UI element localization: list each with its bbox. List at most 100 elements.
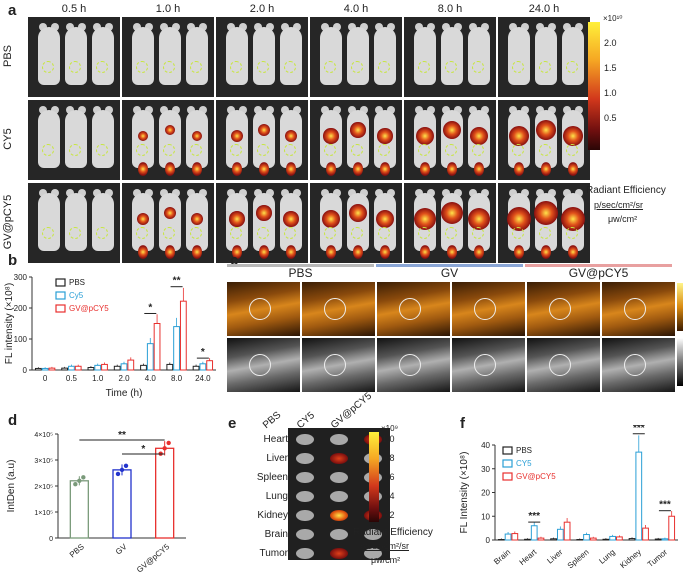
organ-label: Heart <box>263 434 288 445</box>
tail-signal <box>326 162 336 176</box>
panel-b-label: b <box>8 252 18 269</box>
bar <box>146 343 154 371</box>
bar <box>589 537 597 541</box>
y-tick-label: 200 <box>14 304 28 313</box>
fluorescence-signal <box>323 128 339 144</box>
mouse-ear <box>160 189 168 197</box>
tumor-roi <box>163 144 175 156</box>
tail-signal <box>474 245 484 259</box>
mouse-ear <box>563 189 571 197</box>
x-tick-label: PBS <box>68 542 86 559</box>
tumor-roi <box>136 227 148 239</box>
ultrasound-bmode-image <box>377 338 450 392</box>
mouse-image-cell <box>310 100 402 180</box>
fluorescence-signal <box>138 131 148 141</box>
mouse-ear <box>481 106 489 114</box>
fluorescence-signal <box>229 211 245 227</box>
mouse-ear <box>360 189 368 197</box>
mouse-image-cell <box>216 17 308 97</box>
legend-label: PBS <box>516 446 532 455</box>
mouse-image-cell <box>498 17 590 97</box>
x-tick-label: Spleen <box>566 548 591 571</box>
mouse-ear <box>66 106 74 114</box>
y-tick-label: 10 <box>481 512 490 521</box>
mouse-ear <box>105 189 113 197</box>
fluorescence-signal <box>509 126 529 146</box>
mouse-ear <box>415 189 423 197</box>
y-tick-label: 4×10⁵ <box>34 432 53 439</box>
fluorescence-signal <box>163 206 177 220</box>
mouse-ear <box>227 23 235 31</box>
legend-label: GV@pCY5 <box>69 304 109 313</box>
mouse-ear <box>199 106 207 114</box>
mouse-body <box>159 193 181 251</box>
mouse-ear <box>66 23 74 31</box>
group-label: CY5 <box>2 128 14 150</box>
fluorescence-signal <box>136 212 150 226</box>
tail-signal <box>514 162 524 176</box>
bar <box>524 538 531 541</box>
panel-c-label: c <box>230 252 239 269</box>
mouse-body <box>414 27 436 85</box>
ultrasound-contrast-image <box>227 282 300 336</box>
mouse-ear <box>133 23 141 31</box>
tumor-roi <box>42 61 54 73</box>
mouse-ear <box>172 189 180 197</box>
bar <box>668 515 676 541</box>
mouse-body <box>159 27 181 85</box>
organ-image <box>296 434 314 445</box>
tumor-roi <box>566 144 578 156</box>
mouse-ear <box>239 189 247 197</box>
tumor-roi <box>69 61 81 73</box>
bar <box>87 367 95 371</box>
tumor-roi <box>163 227 175 239</box>
panel-d-label: d <box>8 412 18 429</box>
x-tick-label: 8.0 <box>171 374 183 383</box>
panel-e-colorbar-unit-denominator: μw/cm² <box>371 555 401 565</box>
mouse-ear <box>133 106 141 114</box>
colorbar-tick-label: 0.2 <box>382 510 395 520</box>
tumor-roi <box>230 61 242 73</box>
organ-image <box>364 548 382 559</box>
mouse-ear <box>281 106 289 114</box>
tumor-roi <box>324 354 346 376</box>
mouse-ear <box>254 189 262 197</box>
organ-image <box>330 434 348 445</box>
tail-signal <box>420 162 430 176</box>
y-tick-label: 40 <box>481 441 490 450</box>
tumor-roi <box>257 144 269 156</box>
bar <box>628 538 636 541</box>
mouse-ear <box>521 23 529 31</box>
colorbar-tick-label: 0.6 <box>382 472 395 482</box>
data-point <box>81 475 86 480</box>
mouse-ear <box>563 23 571 31</box>
fluorescence-signal <box>533 200 559 226</box>
mouse-ear <box>266 23 274 31</box>
tumor-roi <box>539 144 551 156</box>
mouse-ear <box>481 23 489 31</box>
ultrasound-bmode-image <box>227 338 300 392</box>
mouse-ear <box>172 23 180 31</box>
mouse-ear <box>521 106 529 114</box>
bar <box>661 538 669 541</box>
organ-label: Kidney <box>257 510 288 521</box>
tumor-roi <box>445 61 457 73</box>
organ-image <box>330 491 348 502</box>
mouse-ear <box>521 189 529 197</box>
bar <box>173 326 180 371</box>
tail-signal <box>380 162 390 176</box>
tumor-roi <box>284 144 296 156</box>
mouse-ear <box>548 23 556 31</box>
mouse-ear <box>427 189 435 197</box>
tumor-roi <box>324 144 336 156</box>
organ-column-label: GV@pCY5 <box>328 390 375 431</box>
organ-image <box>330 453 348 464</box>
ultrasound-bmode-image <box>452 338 525 392</box>
tumor-roi <box>549 354 571 376</box>
mouse-ear <box>454 106 462 114</box>
tumor-roi <box>445 227 457 239</box>
panel-f-label: f <box>460 415 465 432</box>
fluorescence-signal <box>348 203 368 223</box>
mouse-ear <box>51 106 59 114</box>
